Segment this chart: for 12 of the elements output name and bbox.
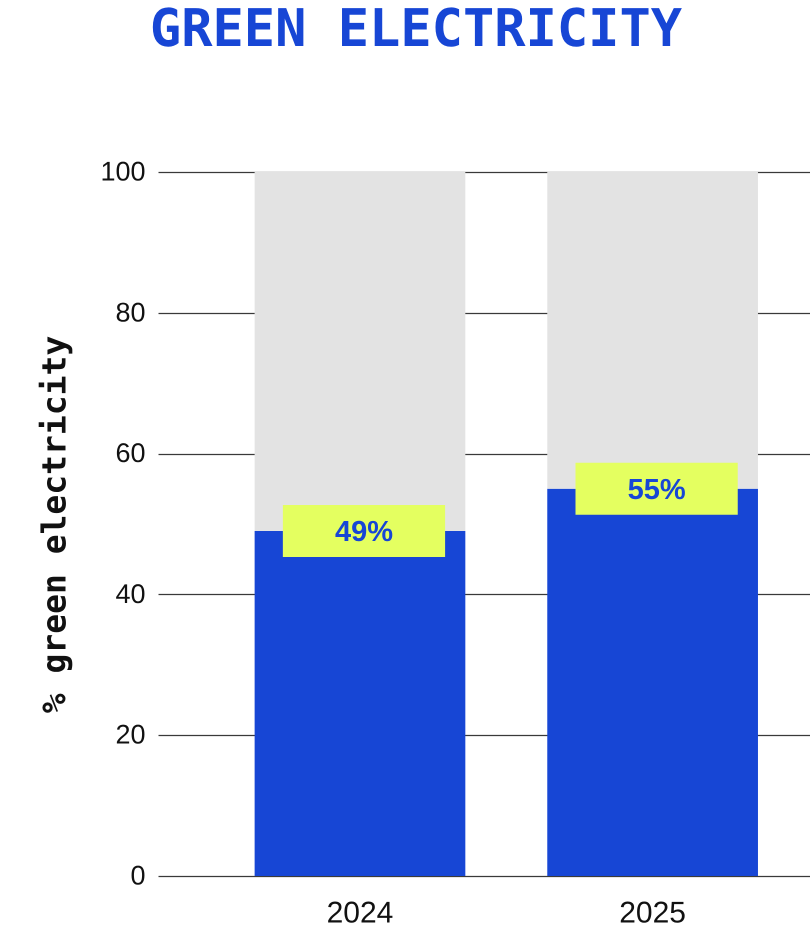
chart-title: GREEN ELECTRICITY (150, 0, 683, 59)
y-axis-title: % green electricity (34, 336, 74, 714)
data-label: 49% (334, 516, 394, 548)
y-tick-label: 80 (115, 297, 146, 328)
x-tick-label: 2024 (326, 896, 394, 930)
x-tick-label: 2025 (619, 896, 686, 930)
y-tick-label: 20 (115, 720, 146, 750)
data-label: 55% (628, 474, 686, 506)
y-tick-label: 100 (100, 156, 146, 186)
y-tick-label: 40 (115, 578, 146, 609)
y-tick-label: 60 (115, 438, 146, 468)
y-tick-label: 0 (130, 860, 146, 890)
